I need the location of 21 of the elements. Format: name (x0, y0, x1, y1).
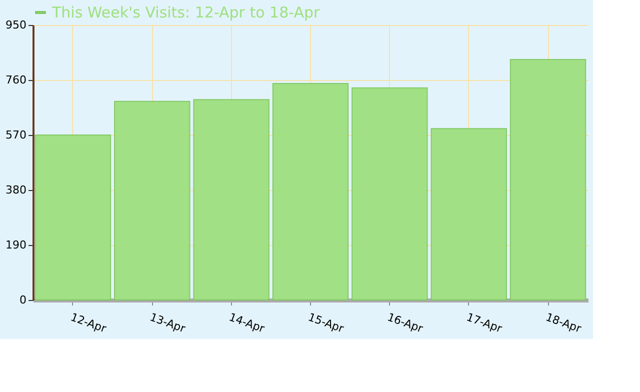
x-tick-label: 12-Apr (68, 310, 108, 336)
y-tick-label: 570 (6, 128, 26, 142)
bar (272, 82, 349, 300)
bar (430, 128, 507, 300)
bar (510, 58, 586, 300)
y-tick-label: 760 (6, 74, 26, 86)
x-tick-label: 17-Apr (464, 310, 504, 336)
y-tick-label: 0 (20, 294, 26, 306)
y-tick-label: 380 (6, 184, 26, 196)
x-tick-label: 14-Apr (227, 310, 267, 336)
bar (34, 134, 112, 300)
x-tick-label: 18-Apr (544, 310, 584, 336)
bar (352, 87, 428, 300)
bar (193, 99, 270, 300)
y-tick-label: 950 (6, 18, 26, 32)
x-tick-label: 13-Apr (148, 310, 188, 336)
y-tick-label: 190 (6, 238, 26, 252)
x-tick-label: 15-Apr (306, 310, 346, 336)
legend-label: This Week's Visits: 12-Apr to 18-Apr (51, 4, 320, 22)
x-tick-label: 16-Apr (386, 310, 425, 336)
bar (114, 100, 190, 300)
